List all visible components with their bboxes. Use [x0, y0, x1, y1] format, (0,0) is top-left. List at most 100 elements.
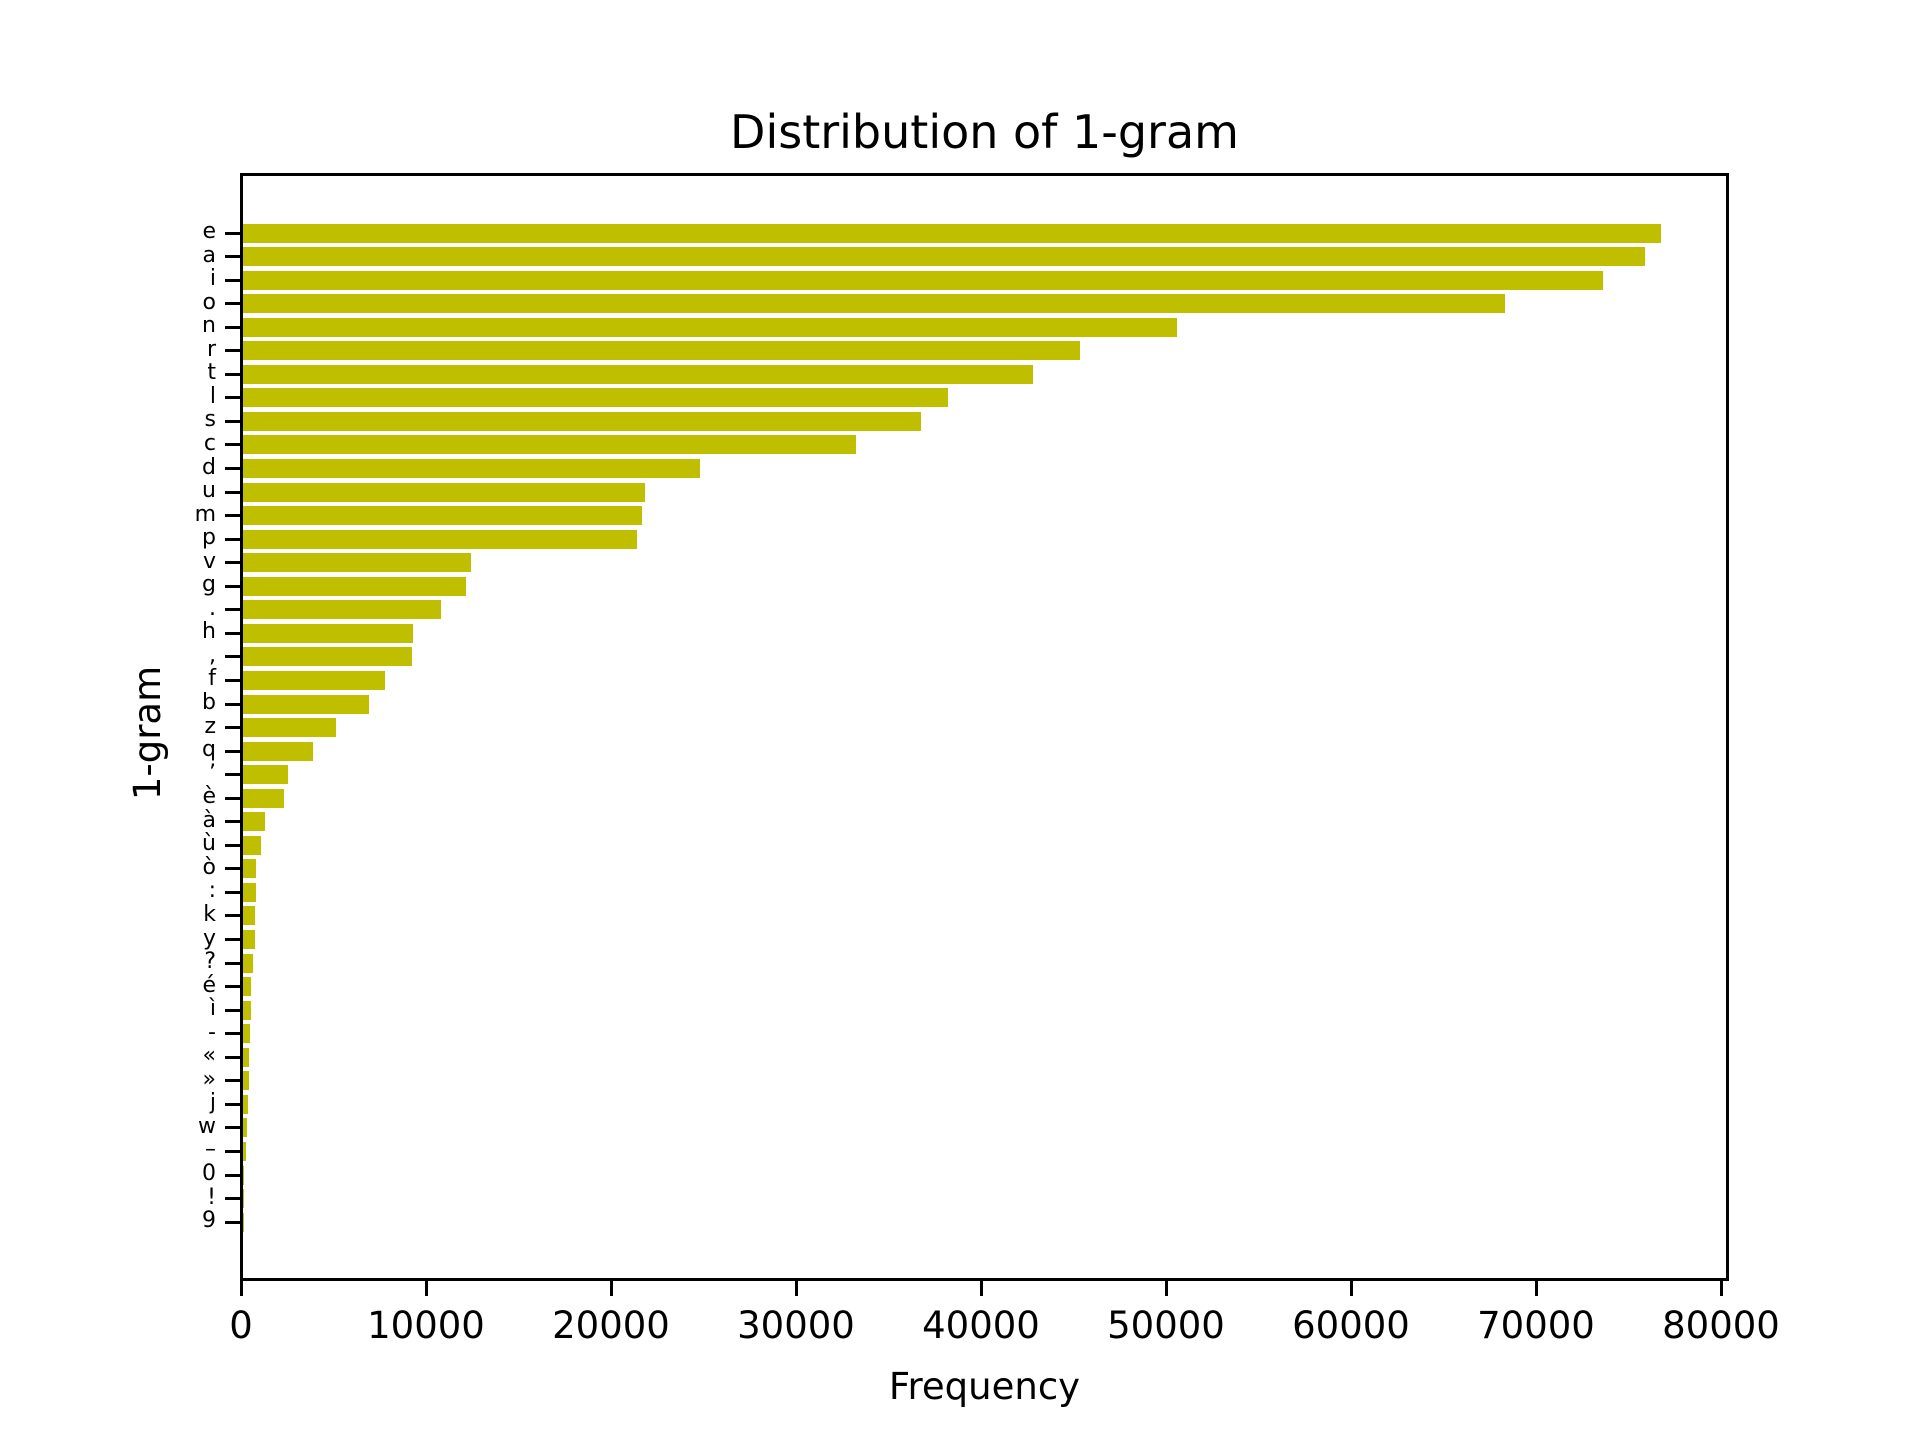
y-tick-mark	[225, 231, 240, 235]
y-tick-label: y	[202, 925, 216, 951]
y-tick-mark	[225, 1102, 240, 1106]
bar	[243, 529, 638, 549]
x-tick-label: 20000	[552, 1304, 670, 1347]
y-tick-mark	[225, 561, 240, 565]
y-tick-mark	[225, 1032, 240, 1036]
x-tick-label: 0	[229, 1304, 253, 1347]
plot-area	[240, 173, 1729, 1281]
chart-title: Distribution of 1-gram	[730, 105, 1239, 159]
y-tick-label: l	[209, 383, 216, 409]
bar	[243, 788, 285, 808]
y-tick-mark	[225, 1126, 240, 1130]
y-tick-label: -	[208, 1019, 216, 1045]
x-tick-label: 10000	[367, 1304, 485, 1347]
bar	[243, 882, 256, 902]
bar	[243, 1118, 247, 1138]
y-tick-label: !	[207, 1184, 216, 1210]
y-tick-mark	[225, 631, 240, 635]
y-tick-mark	[225, 1079, 240, 1083]
bar	[243, 835, 261, 855]
y-tick-mark	[225, 890, 240, 894]
x-tick-mark	[794, 1281, 798, 1296]
y-tick-mark	[225, 1173, 240, 1177]
y-tick-label: ù	[202, 831, 216, 857]
y-tick-mark	[225, 843, 240, 847]
bar	[243, 600, 441, 620]
y-tick-mark	[225, 820, 240, 824]
bar	[243, 364, 1033, 384]
y-tick-mark	[225, 419, 240, 423]
y-tick-mark	[225, 255, 240, 259]
y-tick-label: q	[202, 737, 216, 763]
y-tick-label: .	[209, 595, 216, 621]
y-tick-mark	[225, 396, 240, 400]
y-tick-mark	[225, 1220, 240, 1224]
x-tick-label: 30000	[737, 1304, 855, 1347]
bar	[243, 1071, 249, 1091]
y-tick-label: ò	[202, 854, 216, 880]
bar	[243, 1024, 250, 1044]
bar	[243, 718, 337, 738]
y-tick-label: g	[202, 572, 216, 598]
x-tick-mark	[1719, 1281, 1723, 1296]
bar	[243, 859, 256, 879]
bar	[243, 317, 1178, 337]
y-tick-label: »	[202, 1066, 216, 1092]
x-tick-label: 60000	[1292, 1304, 1410, 1347]
bar	[243, 1165, 244, 1185]
y-tick-mark	[225, 372, 240, 376]
bar	[243, 341, 1080, 361]
y-tick-mark	[225, 467, 240, 470]
y-tick-mark	[225, 749, 240, 753]
y-tick-label: ,	[209, 642, 216, 668]
y-tick-mark	[225, 608, 240, 612]
y-tick-mark	[225, 702, 240, 706]
y-tick-label: «	[202, 1043, 216, 1069]
bar	[243, 506, 643, 526]
bar	[243, 1000, 251, 1020]
x-axis-label: Frequency	[888, 1365, 1081, 1408]
x-tick-mark	[609, 1281, 613, 1296]
y-tick-mark	[225, 1055, 240, 1059]
y-tick-label: a	[202, 242, 216, 268]
bar	[243, 459, 700, 478]
y-tick-label: à	[202, 807, 216, 833]
y-tick-label: u	[202, 478, 216, 504]
x-tick-label: 80000	[1662, 1304, 1780, 1347]
y-tick-mark	[225, 678, 240, 682]
x-tick-mark	[239, 1281, 243, 1296]
y-tick-mark	[225, 938, 240, 941]
y-tick-label: o	[202, 289, 216, 315]
y-tick-label: 0	[202, 1161, 216, 1186]
y-tick-mark	[225, 349, 240, 353]
bar	[243, 977, 251, 997]
x-tick-mark	[1164, 1281, 1168, 1296]
bar	[243, 435, 857, 455]
y-tick-mark	[225, 867, 240, 871]
bar	[243, 670, 386, 690]
y-tick-label: j	[209, 1090, 216, 1116]
y-tick-label: 9	[202, 1208, 216, 1234]
y-tick-label: d	[202, 454, 216, 480]
y-tick-label: m	[194, 501, 216, 527]
y-tick-mark	[225, 726, 240, 730]
y-tick-label: é	[202, 972, 216, 998]
y-tick-mark	[225, 537, 240, 541]
y-tick-mark	[225, 655, 240, 659]
x-tick-label: 40000	[922, 1304, 1040, 1347]
bar	[243, 623, 413, 643]
y-tick-label: t	[207, 360, 216, 386]
y-tick-label: ’	[209, 760, 216, 786]
y-tick-label: v	[202, 548, 216, 574]
y-tick-label: k	[203, 901, 216, 927]
y-tick-mark	[225, 773, 240, 777]
y-tick-label: e	[202, 219, 216, 244]
y-tick-label: f	[208, 666, 216, 692]
y-tick-mark	[225, 985, 240, 989]
y-tick-mark	[225, 514, 240, 518]
bar	[243, 482, 645, 502]
bar	[243, 741, 313, 761]
x-tick-mark	[1534, 1281, 1538, 1296]
bar	[243, 223, 1662, 243]
y-tick-label: n	[202, 313, 216, 339]
